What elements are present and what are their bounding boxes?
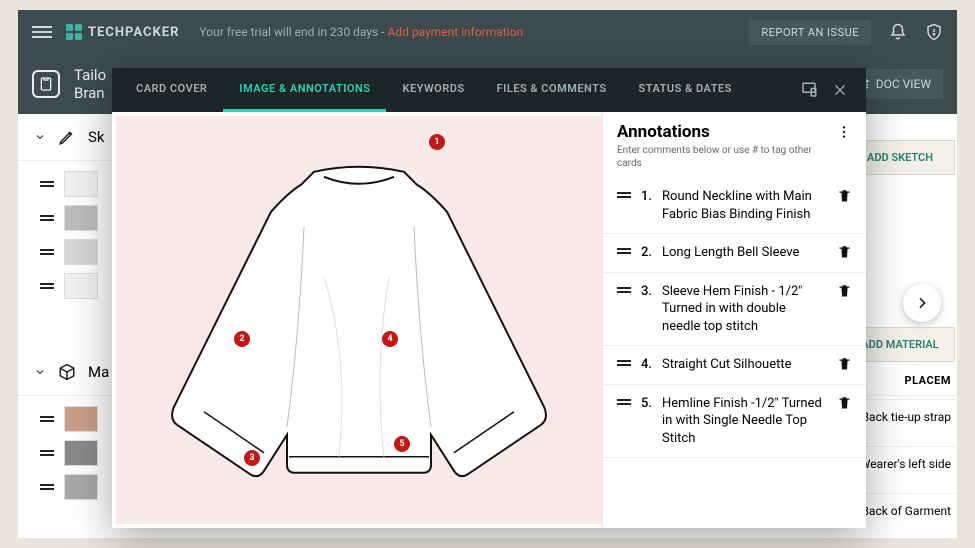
brand-logo-icon (66, 24, 82, 40)
material-thumb[interactable] (64, 474, 98, 500)
brand[interactable]: TECHPACKER (66, 24, 179, 40)
drag-handle-icon[interactable] (40, 215, 54, 221)
annotations-subtitle: Enter comments below or use # to tag oth… (617, 144, 836, 170)
sketch-section-label: Sk (88, 128, 105, 146)
trash-icon (837, 357, 852, 372)
sketch-thumb[interactable] (64, 205, 98, 231)
annotation-number: 1. (641, 188, 652, 204)
annotations-panel: Annotations Enter comments below or use … (602, 112, 866, 528)
annotation-item[interactable]: 4. Straight Cut Silhouette (603, 346, 866, 385)
annotation-text[interactable]: Round Neckline with Main Fabric Bias Bin… (662, 188, 827, 223)
annotation-text[interactable]: Straight Cut Silhouette (662, 356, 827, 374)
chevron-down-icon (34, 131, 46, 143)
materials-section-label: Ma (88, 363, 109, 381)
drag-handle-icon[interactable] (617, 395, 631, 405)
annotation-marker[interactable]: 1 (429, 134, 445, 150)
material-thumb[interactable] (64, 406, 98, 432)
delete-annotation-button[interactable] (837, 356, 852, 372)
device-icon[interactable] (800, 81, 818, 99)
garment-illustration (149, 157, 569, 497)
delete-annotation-button[interactable] (837, 244, 852, 260)
drag-handle-icon[interactable] (40, 450, 54, 456)
sketch-thumb[interactable] (64, 239, 98, 265)
drag-handle-icon[interactable] (617, 356, 631, 366)
trash-icon (837, 189, 852, 204)
tab-card-cover[interactable]: CARD COVER (120, 68, 223, 112)
annotation-text[interactable]: Long Length Bell Sleeve (662, 244, 827, 262)
next-card-button[interactable] (903, 284, 941, 322)
drag-handle-icon[interactable] (40, 249, 54, 255)
chevron-down-icon (34, 366, 46, 378)
annotation-marker[interactable]: 3 (244, 450, 260, 466)
tab-image-annotations[interactable]: IMAGE & ANNOTATIONS (223, 68, 386, 112)
brand-label: TECHPACKER (88, 25, 179, 40)
page-titles: Tailo Bran (74, 66, 106, 102)
annotation-number: 4. (641, 356, 652, 372)
annotation-number: 3. (641, 283, 652, 299)
image-canvas[interactable]: 1 2 3 4 5 (116, 116, 602, 524)
card-detail-modal: CARD COVER IMAGE & ANNOTATIONS KEYWORDS … (112, 68, 866, 528)
add-payment-link[interactable]: Add payment information (387, 25, 523, 39)
annotation-item[interactable]: 1. Round Neckline with Main Fabric Bias … (603, 178, 866, 234)
drag-handle-icon[interactable] (617, 283, 631, 293)
drag-handle-icon[interactable] (40, 181, 54, 187)
menu-icon[interactable] (32, 26, 52, 38)
page-title-2: Bran (74, 84, 106, 102)
trash-icon (837, 284, 852, 299)
chevron-right-icon (914, 295, 930, 311)
annotation-marker[interactable]: 5 (394, 436, 410, 452)
drag-handle-icon[interactable] (617, 244, 631, 254)
sketch-thumb[interactable] (64, 273, 98, 299)
doc-view-label: DOC VIEW (876, 77, 931, 91)
trial-prefix: Your free trial will end in 230 days - (199, 25, 387, 39)
annotation-number: 2. (641, 244, 652, 260)
annotation-marker[interactable]: 2 (234, 331, 250, 347)
cube-icon (58, 363, 76, 381)
annotation-number: 5. (641, 395, 652, 411)
drag-handle-icon[interactable] (40, 283, 54, 289)
annotation-marker[interactable]: 4 (382, 331, 398, 347)
kebab-icon (836, 124, 852, 140)
tab-files-comments[interactable]: FILES & COMMENTS (481, 68, 623, 112)
sketch-thumb[interactable] (64, 171, 98, 197)
modal-tab-bar: CARD COVER IMAGE & ANNOTATIONS KEYWORDS … (112, 68, 866, 112)
annotations-list: 1. Round Neckline with Main Fabric Bias … (603, 178, 866, 528)
drag-handle-icon[interactable] (617, 188, 631, 198)
trash-icon (837, 245, 852, 260)
trial-banner: Your free trial will end in 230 days - A… (199, 25, 523, 39)
page-title-1: Tailo (74, 66, 106, 84)
annotations-menu-button[interactable] (836, 122, 852, 140)
delete-annotation-button[interactable] (837, 188, 852, 204)
delete-annotation-button[interactable] (837, 395, 852, 411)
tab-status-dates[interactable]: STATUS & DATES (623, 68, 748, 112)
material-thumb[interactable] (64, 440, 98, 466)
annotation-text[interactable]: Hemline Finish -1/2" Turned in with Sing… (662, 395, 827, 448)
annotations-title: Annotations (617, 122, 836, 142)
trash-icon (837, 396, 852, 411)
pencil-icon (58, 128, 76, 146)
shield-icon[interactable] (925, 23, 943, 41)
report-issue-button[interactable]: REPORT AN ISSUE (749, 20, 871, 45)
annotation-item[interactable]: 2. Long Length Bell Sleeve (603, 234, 866, 273)
annotation-item[interactable]: 3. Sleeve Hem Finish - 1/2" Turned in wi… (603, 273, 866, 347)
page-type-icon (32, 70, 60, 98)
drag-handle-icon[interactable] (40, 484, 54, 490)
annotation-text[interactable]: Sleeve Hem Finish - 1/2" Turned in with … (662, 283, 827, 336)
bell-icon[interactable] (889, 23, 907, 41)
image-canvas-wrap: 1 2 3 4 5 (112, 112, 602, 528)
drag-handle-icon[interactable] (40, 416, 54, 422)
close-icon[interactable] (832, 82, 848, 98)
top-app-bar: TECHPACKER Your free trial will end in 2… (18, 10, 957, 54)
annotation-item[interactable]: 5. Hemline Finish -1/2" Turned in with S… (603, 385, 866, 459)
delete-annotation-button[interactable] (837, 283, 852, 299)
tab-keywords[interactable]: KEYWORDS (386, 68, 480, 112)
